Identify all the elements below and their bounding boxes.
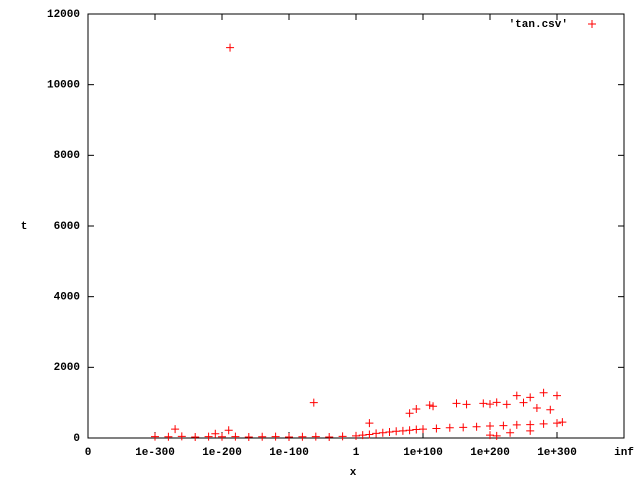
y-axis-label: t: [21, 221, 28, 233]
x-tick-label: 1e-200: [202, 447, 242, 459]
point: [425, 401, 434, 410]
plot-border: [87, 13, 625, 439]
x-tick-label: 1e+300: [537, 447, 577, 459]
point: [298, 432, 307, 441]
point: [472, 422, 481, 431]
y-tick-label: 12000: [47, 9, 80, 21]
point: [526, 393, 535, 402]
point: [385, 427, 394, 436]
x-tick-label: 1e+100: [403, 447, 443, 459]
point: [539, 419, 548, 428]
point: [151, 432, 159, 441]
x-tick-label: inf: [614, 447, 634, 459]
x-tick-label: 0: [85, 447, 92, 459]
point: [325, 432, 334, 441]
point: [429, 402, 438, 411]
point: [405, 426, 414, 435]
point: [211, 429, 220, 438]
point: [338, 432, 347, 441]
point: [352, 431, 360, 440]
point: [532, 403, 541, 412]
point: [309, 398, 318, 407]
x-tick-label: 1: [353, 447, 360, 459]
point: [499, 421, 508, 430]
point: [419, 425, 427, 434]
point: [378, 428, 387, 437]
point: [177, 432, 186, 441]
x-axis-label: x: [350, 467, 357, 479]
point: [164, 432, 173, 441]
x-tick-label: 1e+200: [470, 447, 510, 459]
point: [412, 425, 421, 434]
point: [546, 405, 555, 414]
point: [486, 431, 494, 440]
point: [226, 43, 235, 52]
point: [502, 400, 511, 409]
y-tick-label: 6000: [54, 221, 80, 233]
point: [558, 418, 567, 427]
point: [311, 432, 320, 441]
point: [553, 419, 561, 428]
point: [512, 420, 521, 429]
point: [224, 426, 233, 435]
y-tick-label: 10000: [47, 80, 80, 92]
point: [412, 405, 421, 414]
legend-marker: [588, 20, 596, 28]
point: [405, 409, 414, 418]
point: [244, 432, 253, 441]
point: [171, 425, 180, 434]
point: [445, 423, 454, 432]
y-tick-label: 4000: [54, 292, 80, 304]
y-tick-label: 0: [73, 433, 80, 445]
point: [506, 428, 515, 437]
x-tick-label: 1e-300: [135, 447, 175, 459]
point: [365, 430, 374, 439]
point: [392, 427, 401, 436]
point: [526, 426, 535, 435]
point: [519, 398, 528, 407]
point: [204, 432, 213, 441]
point: [218, 432, 226, 441]
point: [358, 431, 367, 440]
point: [492, 398, 501, 407]
point: [486, 400, 494, 409]
point: [258, 432, 267, 441]
y-tick-label: 2000: [54, 362, 80, 374]
point: [512, 391, 521, 400]
point: [459, 423, 468, 432]
point: [553, 391, 561, 400]
y-tick-label: 8000: [54, 150, 80, 162]
point: [372, 429, 381, 438]
point: [398, 426, 407, 435]
point: [486, 421, 494, 430]
point: [191, 432, 200, 441]
x-tick-label: 1e-100: [269, 447, 309, 459]
point: [492, 431, 501, 440]
point: [285, 432, 293, 441]
point: [365, 419, 374, 428]
point: [231, 432, 240, 441]
point: [479, 399, 488, 408]
point: [462, 400, 471, 409]
point: [539, 388, 548, 397]
point: [432, 424, 441, 433]
legend-label: 'tan.csv': [509, 19, 568, 31]
point: [271, 432, 280, 441]
point: [452, 399, 461, 408]
